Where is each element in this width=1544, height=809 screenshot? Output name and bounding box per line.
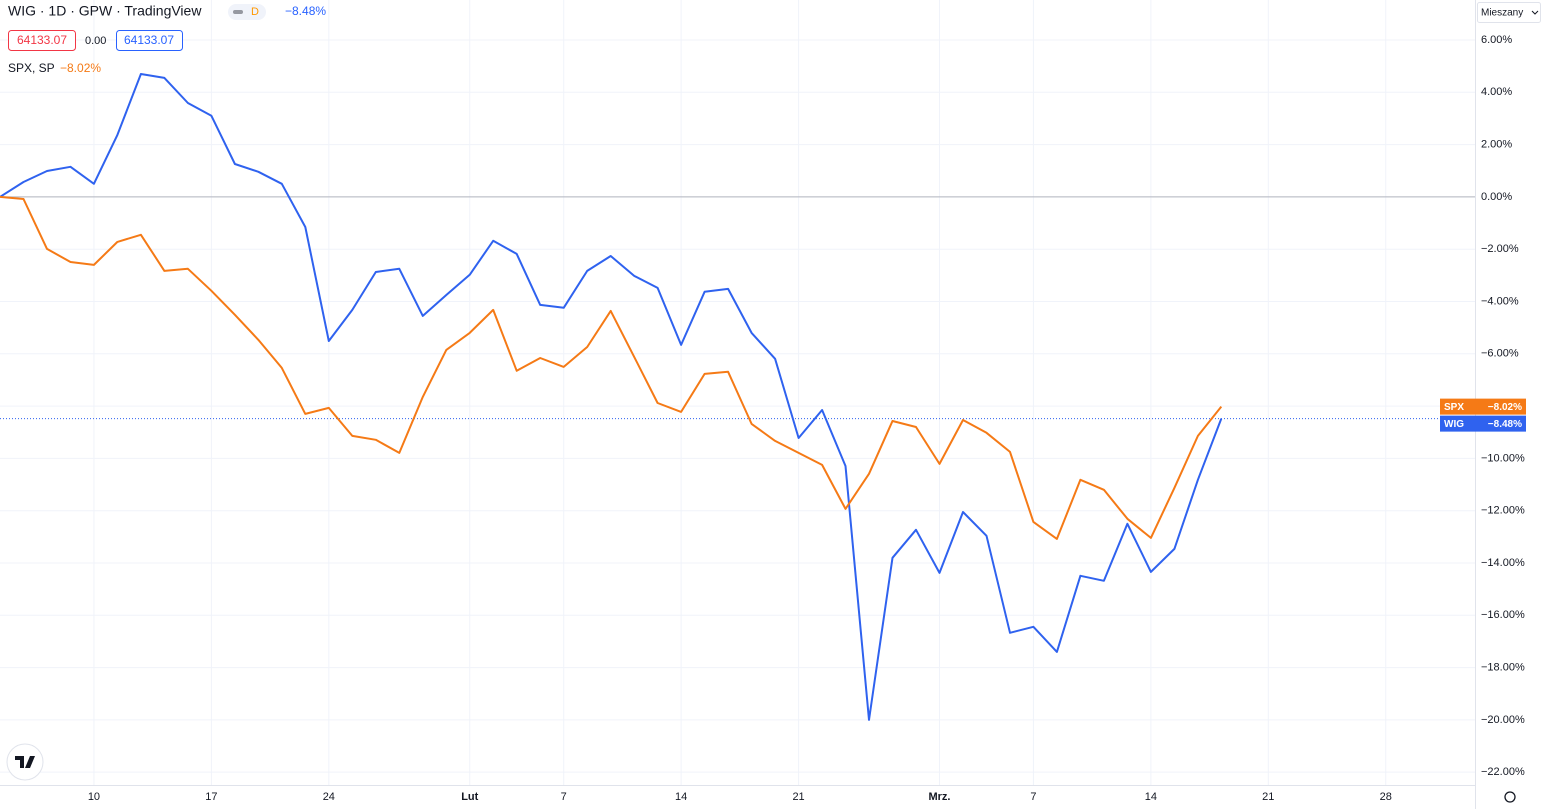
price-badge: [1440, 398, 1526, 415]
x-tick-label: 24: [323, 791, 335, 803]
gear[interactable]: [1504, 791, 1516, 803]
x-tick-label: 21: [792, 791, 804, 803]
bid-box[interactable]: [8, 30, 76, 51]
y-tick-label: −4.00%: [1481, 295, 1519, 307]
logo-mark: [15, 756, 35, 768]
y-tick-label: 4.00%: [1481, 86, 1512, 98]
legend-title: SPX, SP: [8, 61, 55, 75]
x-tick-label: 21: [1262, 791, 1274, 803]
settings[interactable]: [1504, 791, 1516, 803]
scale-mode: Mieszany: [1481, 8, 1523, 19]
price-badge: [1440, 415, 1526, 432]
y-tick-label: −14.00%: [1481, 557, 1525, 569]
price-badge-value: −8.02%: [1488, 402, 1522, 413]
scale-mode-button[interactable]: [1477, 2, 1541, 23]
plot: [0, 73, 1475, 721]
spread: 0.00: [85, 35, 106, 47]
y-tick-label: 0.00%: [1481, 191, 1512, 203]
y-tick-label: −2.00%: [1481, 243, 1519, 255]
y-tick-label: −22.00%: [1481, 766, 1525, 778]
series-line: [0, 195, 1223, 540]
y-tick-label: −12.00%: [1481, 505, 1525, 517]
x-tick-label: 10: [88, 791, 100, 803]
y-tick-label: 2.00%: [1481, 139, 1512, 151]
x-tick-label: 7: [561, 791, 567, 803]
series-line: [0, 73, 1223, 721]
x-tick-label: 7: [1030, 791, 1036, 803]
x-tick-label: 17: [205, 791, 217, 803]
x-tick-label: 14: [1145, 791, 1157, 803]
badge-icon: [233, 10, 243, 14]
logo-bg: [6, 743, 44, 781]
y-tick-label: −10.00%: [1481, 452, 1525, 464]
y-tick-label: −16.00%: [1481, 609, 1525, 621]
bid: 64133.07: [17, 33, 67, 47]
x-tick-label: 14: [675, 791, 687, 803]
y-tick-label: −6.00%: [1481, 348, 1519, 360]
price-badge-name: WIG: [1444, 419, 1464, 430]
price-badge-value: −8.48%: [1488, 419, 1522, 430]
dropdown-arrow: [1531, 10, 1539, 15]
price-badge-name: SPX: [1444, 402, 1464, 413]
legend-change: −8.02%: [60, 61, 101, 75]
ask-box[interactable]: [116, 30, 183, 51]
x-tick-label: 28: [1380, 791, 1392, 803]
x-tick-label: Mrz.: [928, 791, 950, 803]
title: WIG · 1D · GPW · TradingView: [8, 3, 202, 19]
logo: [6, 743, 44, 781]
change: −8.48%: [285, 4, 326, 18]
interval-badge: D: [251, 6, 259, 18]
y-tick-label: 6.00%: [1481, 34, 1512, 46]
y-tick-label: −20.00%: [1481, 714, 1525, 726]
badge-bg: [228, 4, 266, 20]
y-tick-label: −18.00%: [1481, 661, 1525, 673]
x-tick-label: Lut: [461, 791, 478, 803]
ask: 64133.07: [124, 33, 174, 47]
grid: [0, 0, 1475, 785]
